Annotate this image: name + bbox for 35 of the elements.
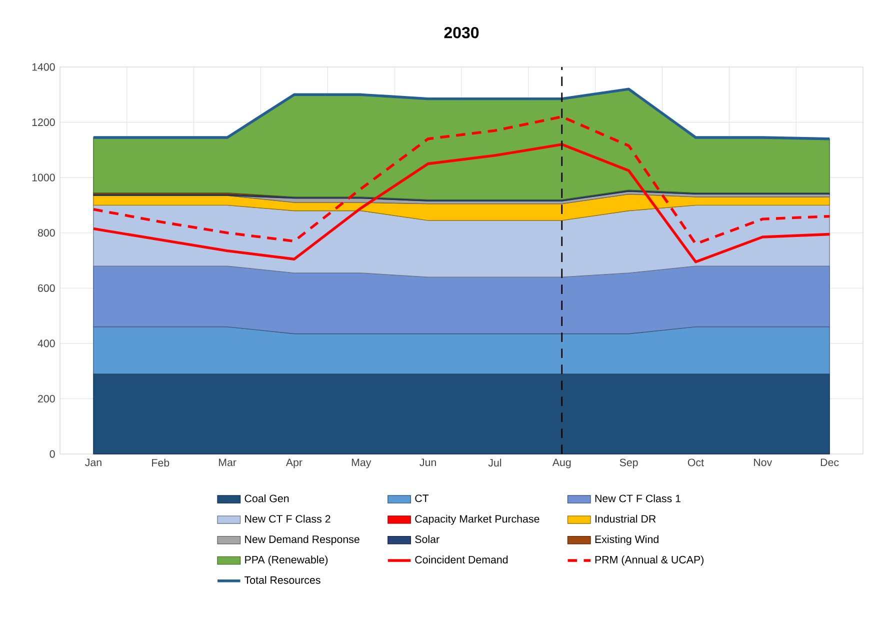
x-tick-label: Mar — [218, 458, 236, 466]
x-tick-label: Feb — [152, 458, 170, 467]
legend-label: Capacity Market Purchase — [415, 514, 540, 525]
x-tick-label: Dec — [820, 458, 839, 466]
legend-label: Total Resources — [244, 576, 320, 584]
legend-label: PPA (Renewable) — [245, 556, 328, 566]
x-tick-label: Jan — [85, 458, 102, 466]
x-tick-label: Oct — [688, 458, 704, 466]
y-tick-label: 1400 — [32, 63, 55, 71]
x-tick-label: Nov — [754, 458, 772, 466]
y-tick-label: 0 — [50, 450, 55, 458]
x-tick-label: May — [352, 458, 372, 468]
y-tick-label: 400 — [38, 340, 55, 348]
x-tick-label: Jul — [488, 458, 502, 467]
legend-label: New CT F Class 1 — [595, 494, 680, 502]
chart-title: 2030 — [444, 26, 479, 38]
legend-label: PRM (Annual & UCAP) — [595, 556, 704, 566]
legend-label: CT — [415, 494, 429, 502]
line-series — [92, 115, 831, 246]
legend-label: Existing Wind — [595, 535, 658, 546]
legend-label: Industrial DR — [595, 514, 656, 523]
y-tick-label: 800 — [38, 229, 55, 237]
x-tick-label: Jun — [420, 458, 436, 466]
legend-label: New CT F Class 2 — [245, 514, 330, 523]
y-tick-label: 1200 — [32, 118, 55, 126]
legend-label: New Demand Response — [245, 535, 360, 546]
x-tick-label: Sep — [620, 458, 638, 468]
x-tick-label: Apr — [286, 458, 302, 468]
legend-label: Coal Gen — [244, 494, 289, 502]
y-tick-label: 600 — [38, 284, 55, 292]
legend-label: Coincident Demand — [415, 556, 508, 564]
legend-label: Solar — [415, 535, 440, 544]
y-tick-label: 200 — [38, 394, 55, 402]
y-tick-label: 1000 — [32, 174, 55, 182]
x-tick-label: Aug — [552, 458, 571, 468]
